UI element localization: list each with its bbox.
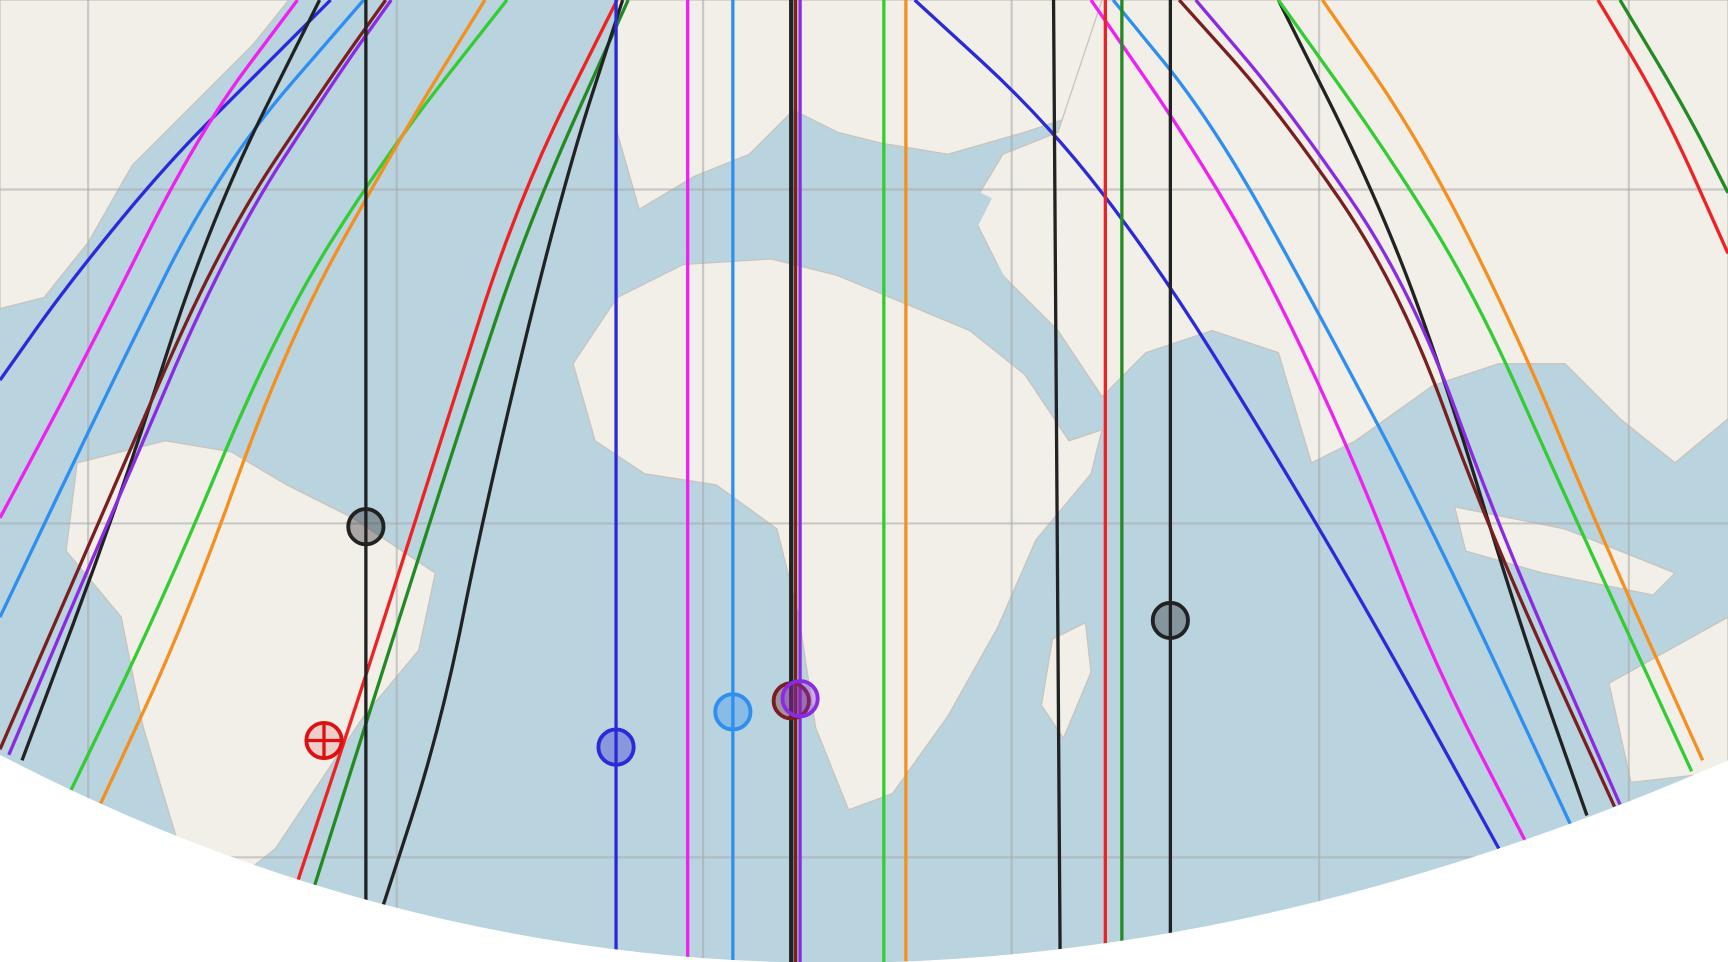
curve-black-west	[20, 0, 322, 761]
red-sea	[980, 264, 1058, 381]
marker-purple	[780, 679, 820, 719]
marker-dodgerblue	[713, 692, 753, 732]
curve-blue-east	[913, 0, 1501, 850]
marker-circle	[346, 507, 386, 547]
curve-green-east	[1277, 0, 1694, 773]
marker-circle	[780, 679, 820, 719]
land-madagascar	[1040, 621, 1092, 740]
marker-circle	[1150, 600, 1190, 640]
land-masses	[0, 0, 1728, 894]
curve-orange-east	[1321, 0, 1705, 762]
curve-orange-west	[97, 0, 487, 808]
curve-blue-west	[0, 0, 332, 382]
land-north-america	[0, 0, 290, 310]
curve-red-west	[295, 0, 619, 883]
map-boundary-mask	[0, 754, 1728, 962]
curve-black-east	[1276, 0, 1589, 816]
curve-brown-west	[0, 0, 388, 750]
marker-red	[304, 720, 344, 761]
marker-black-1	[346, 507, 386, 547]
curve-red-east	[1596, 0, 1728, 255]
curve-magenta-east	[1089, 0, 1528, 844]
curve-magenta-west	[0, 0, 299, 519]
curve-dodgerblue-east	[1111, 0, 1572, 825]
vertical-line-black-3	[1051, 0, 1062, 962]
curve-black-2-west	[378, 0, 625, 916]
curve-green-west	[66, 0, 509, 797]
curve-brown-east	[1177, 0, 1616, 808]
curve-lines	[0, 0, 1728, 916]
land-africa	[572, 258, 1103, 811]
vertical-lines	[364, 0, 1173, 962]
marker-circle	[713, 692, 753, 732]
curve-dodgerblue-west	[0, 0, 365, 618]
mediterranean-sea	[639, 165, 992, 254]
curve-darkgreen-east	[1618, 0, 1728, 194]
curve-purple-east	[1194, 0, 1622, 806]
curve-purple-west	[7, 0, 393, 756]
markers	[304, 507, 1190, 767]
marker-black-2	[1150, 600, 1190, 640]
curve-darkgreen-west	[312, 0, 630, 888]
marker-blue	[596, 727, 636, 767]
marker-circle	[596, 727, 636, 767]
